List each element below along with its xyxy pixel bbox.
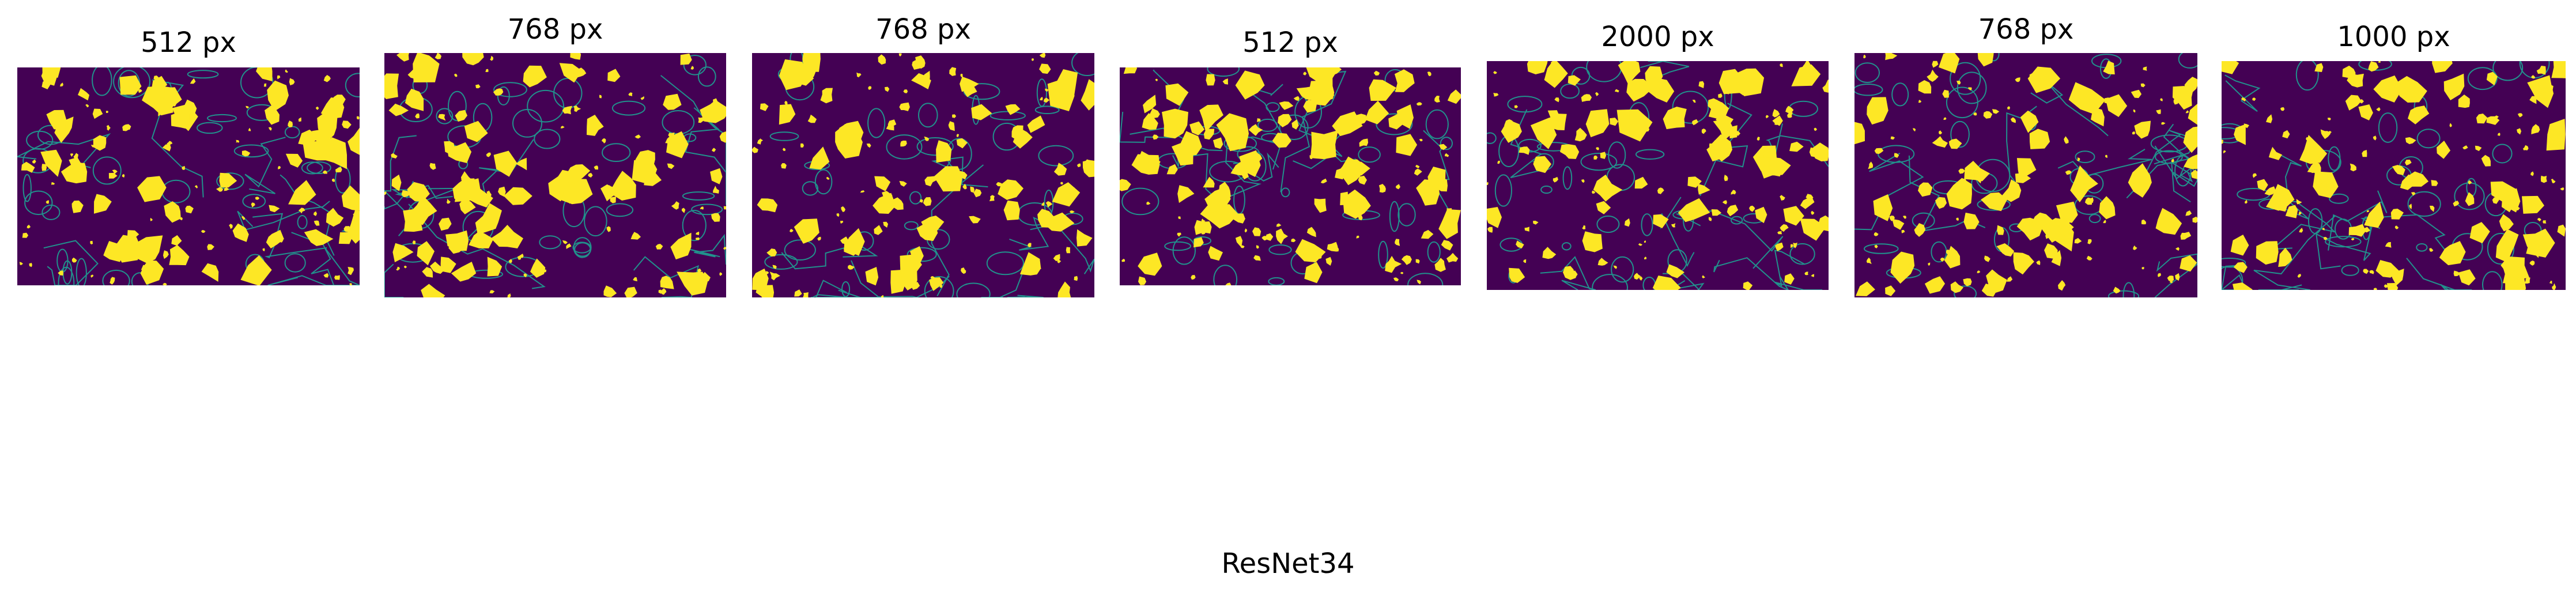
segmentation-mask-image	[2222, 61, 2566, 290]
panel-title: 512 px	[141, 27, 236, 59]
panel-3: 768 px	[752, 16, 1094, 297]
panel-1: 512 px	[17, 29, 360, 285]
panel-5: 2000 px	[1487, 23, 1829, 290]
panel-title: 2000 px	[1601, 21, 1714, 53]
segmentation-mask-image	[384, 53, 726, 297]
panel-title: 1000 px	[2337, 21, 2450, 53]
panel-title: 768 px	[507, 13, 603, 46]
panel-2: 768 px	[384, 16, 726, 297]
segmentation-mask-image	[1487, 61, 1829, 290]
segmentation-mask-image	[17, 67, 360, 285]
panel-4: 512 px	[1120, 29, 1461, 285]
figure-caption: ResNet34	[1221, 548, 1355, 580]
segmentation-mask-image	[1120, 67, 1461, 285]
segmentation-mask-image	[752, 53, 1094, 297]
panel-title: 512 px	[1242, 27, 1338, 59]
panel-title: 768 px	[875, 13, 971, 46]
panel-6: 768 px	[1854, 16, 2197, 297]
panel-title: 768 px	[1978, 13, 2074, 46]
segmentation-mask-image	[1854, 53, 2197, 297]
panel-7: 1000 px	[2222, 23, 2566, 290]
